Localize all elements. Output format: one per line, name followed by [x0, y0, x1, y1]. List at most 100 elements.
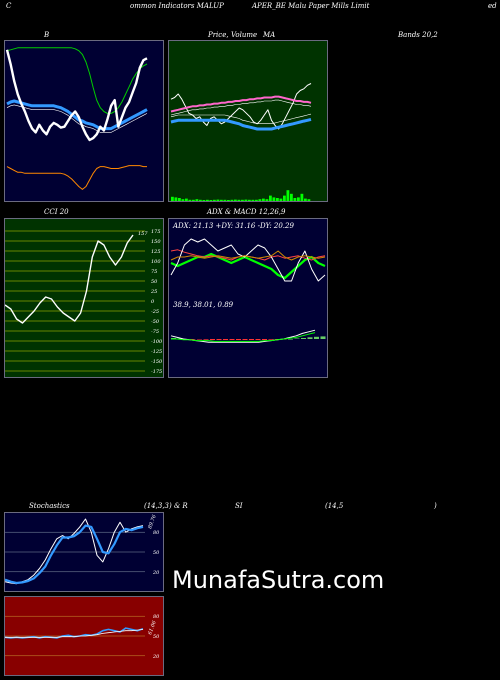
rsi-rsi_avg-line — [5, 629, 144, 638]
macd-histogram-bar — [249, 339, 254, 340]
macd-annotation: 38.9, 38.01, 0.89 — [173, 301, 234, 309]
volume-bar — [258, 199, 262, 201]
cci-line — [5, 234, 134, 324]
cci-tick-label: -100 — [151, 339, 163, 345]
macd-histogram-bar — [307, 337, 313, 339]
stoch-tick-label: 80 — [153, 530, 160, 536]
volume-bar — [265, 199, 269, 201]
macd-histogram-bar — [236, 339, 241, 340]
volume-bar — [251, 199, 255, 201]
price-chart — [170, 83, 312, 201]
stoch-title: Stochastics — [29, 502, 70, 510]
cci-tick-label: -25 — [151, 309, 159, 315]
rsi-chart: 80 50 20 61.06 — [5, 614, 160, 660]
price-ma-thin-line — [170, 113, 312, 124]
stoch-pct-D-line — [5, 524, 144, 585]
adx-macd-chart: ADX: 21.13 +DY: 31.16 -DY: 20.29 38.9, 3… — [170, 222, 326, 343]
rsi-panel: 80 50 20 61.06 — [4, 596, 164, 676]
bollinger-upper-line — [6, 47, 148, 114]
stoch-panel: 80 50 20 89.76 — [4, 512, 164, 592]
cci-title: CCI 20 — [44, 208, 69, 216]
cci-tick-label: 100 — [151, 259, 161, 265]
volume-bar — [195, 199, 199, 201]
macd-histogram-bar — [301, 338, 306, 339]
volume-bar — [206, 199, 209, 201]
stoch-chart: 80 50 20 89.76 — [5, 513, 160, 585]
volume-bar — [262, 198, 265, 201]
volume-bar — [241, 199, 244, 201]
adx-annotation: ADX: 21.13 +DY: 31.16 -DY: 20.29 — [172, 222, 294, 230]
macd-histogram-bar — [288, 339, 293, 340]
price-title-b: Volume — [231, 31, 258, 39]
cci-tick-label: -75 — [151, 329, 159, 335]
adx-macd-panel: ADX: 21.13 +DY: 31.16 -DY: 20.29 38.9, 3… — [168, 218, 328, 378]
macd-histogram-bar — [190, 339, 196, 340]
price-ma_pink-line — [170, 95, 312, 113]
volume-bar — [244, 199, 248, 201]
macd-histogram-bar — [210, 339, 215, 340]
stoch-pct-K-line — [5, 518, 144, 585]
volume-bar — [199, 199, 202, 201]
macd-histogram-bar — [294, 338, 300, 339]
bollinger-chart — [5, 47, 148, 190]
volume-bar — [181, 199, 185, 201]
rsi-value-label: 61.06 — [147, 619, 158, 635]
cci-tick-label: 125 — [151, 249, 161, 255]
macd-histogram-bar — [223, 339, 228, 340]
volume-bar — [283, 195, 286, 201]
cci-tick-label: 50 — [151, 279, 158, 285]
volume-bar — [276, 198, 279, 201]
stoch-tick-label: 20 — [152, 570, 160, 576]
stoch-tick-label: 50 — [153, 550, 160, 556]
stoch-value-label: 89.76 — [147, 513, 158, 529]
volume-bar — [269, 195, 272, 201]
volume-bar — [202, 200, 206, 201]
volume-bar — [220, 199, 223, 201]
volume-bar — [174, 197, 178, 201]
bollinger-mid-line — [6, 99, 148, 131]
macd-histogram-bar — [320, 336, 326, 339]
price-title-c: MA — [263, 31, 276, 39]
cci-tick-label: 75 — [151, 269, 157, 275]
macd-histogram-bar — [242, 339, 248, 340]
volume-bar — [216, 199, 220, 201]
price-panel — [168, 40, 328, 202]
rsi-tick-label: 80 — [153, 614, 160, 620]
rsi-tick-label: 20 — [152, 654, 160, 660]
volume-bar — [297, 197, 300, 201]
volume-bar — [293, 198, 297, 201]
rsi-title-a: SI — [235, 502, 243, 510]
volume-bar — [304, 198, 307, 201]
bollinger-mid-edge-line — [6, 104, 148, 133]
price-ma_blue-line — [170, 117, 312, 131]
price-price-line — [170, 83, 312, 130]
adx-macd-title: ADX & MACD 12,26,9 — [207, 208, 286, 216]
stoch-params: (14,3,3) & R — [144, 502, 188, 510]
macd-histogram-bar — [262, 339, 267, 340]
macd-histogram-bar — [275, 339, 280, 340]
macd-histogram-bar — [255, 339, 261, 340]
price-ma-thin-line-2 — [170, 99, 312, 116]
volume-bar — [223, 199, 227, 201]
volume-bar — [192, 199, 195, 201]
cci-tick-label: 25 — [150, 289, 157, 295]
volume-bar — [234, 199, 237, 201]
cci-tick-label: 175 — [151, 229, 161, 235]
macd-histogram-bar — [229, 339, 235, 340]
volume-bar — [237, 199, 241, 201]
watermark: MunafaSutra.com — [172, 566, 385, 594]
volume-bar — [188, 199, 192, 201]
macd-histogram-bar — [268, 339, 274, 340]
macd-histogram-bar — [197, 339, 202, 340]
volume-bar — [307, 199, 311, 201]
rsi-title-b: (14,5 — [325, 502, 344, 510]
volume-bar — [272, 197, 276, 201]
macd-histogram-bar — [177, 338, 183, 339]
adx-+DY-line — [170, 252, 326, 280]
cci-tick-label: -50 — [151, 319, 160, 325]
macd-signal-line — [171, 332, 316, 342]
volume-bar — [286, 190, 290, 201]
cci-tick-label: 0 — [151, 299, 155, 305]
volume-bar — [171, 196, 174, 201]
header-title-tail: ed — [488, 2, 497, 10]
